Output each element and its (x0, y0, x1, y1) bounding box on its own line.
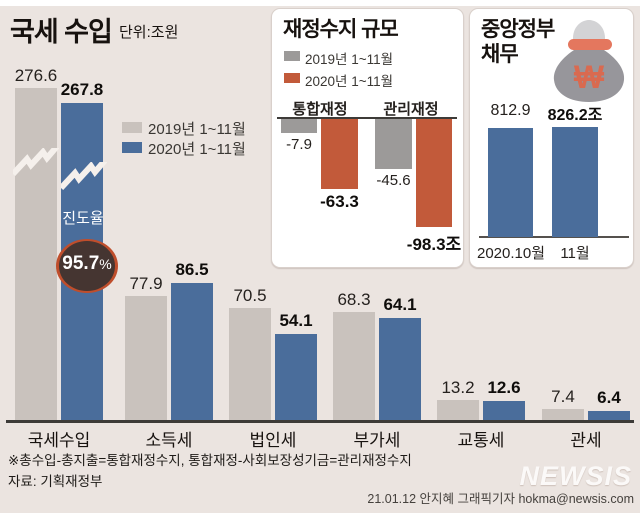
value-2019-법인세: 70.5 (233, 286, 267, 305)
main-axis-line (6, 420, 634, 423)
fiscal-legend-label-2019: 2019년 1~11월 (305, 52, 394, 67)
debt-bar-11월 (552, 127, 598, 237)
bar-2019-소득세 (125, 296, 167, 421)
source-label: 자료: 기획재정부 (8, 474, 103, 489)
bar-2019-법인세 (229, 308, 271, 421)
bar-2020-소득세 (171, 283, 213, 421)
value-2020-관세: 6.4 (597, 388, 621, 407)
debt-panel-title: 중앙정부 채무 (481, 17, 555, 67)
money-bag-icon: ₩ (553, 20, 625, 102)
category-label-법인세: 법인세 (249, 431, 297, 450)
fiscal-value-2019-통합재정: -7.9 (286, 136, 312, 153)
bar-2020-교통세 (483, 401, 525, 421)
fiscal-legend-swatch-2019 (284, 51, 300, 61)
fiscal-column-label-consolidated: 통합재정 (292, 101, 348, 118)
debt-value-2020.10월: 812.9 (490, 102, 531, 119)
debt-panel-title-line2: 채무 (481, 43, 519, 67)
bar-2019-교통세 (437, 400, 479, 421)
debt-x-label-november: 11월 (560, 245, 590, 262)
value-2019-국세수입: 276.6 (14, 66, 58, 85)
legend-label-2020: 2020년 1~11월 (148, 141, 246, 158)
value-2020-법인세: 54.1 (279, 311, 313, 330)
value-2019-소득세: 77.9 (129, 274, 163, 293)
category-label-교통세: 교통세 (457, 431, 505, 450)
fiscal-value-2020-통합재정: -63.3 (320, 192, 359, 211)
value-2020-소득세: 86.5 (175, 260, 209, 279)
bar-2020-부가세 (379, 318, 421, 421)
bar-2020-관세 (588, 411, 630, 421)
fiscal-legend-label-2020: 2020년 1~11월 (305, 74, 394, 89)
fiscal-bar-2020-관리재정 (416, 119, 452, 227)
fiscal-axis-line (277, 117, 457, 119)
value-2019-부가세: 68.3 (337, 290, 371, 309)
unit-label: 단위:조원 (119, 24, 179, 41)
newsis-logo: NEWSIS (519, 461, 632, 491)
fiscal-bar-2020-통합재정 (321, 119, 358, 189)
fiscal-legend-swatch-2020 (284, 73, 300, 83)
progress-badge-value: 95.7% (62, 253, 112, 274)
legend-label-2019: 2019년 1~11월 (148, 121, 246, 138)
debt-bar-2020.10월 (488, 128, 533, 237)
won-symbol: ₩ (574, 59, 605, 95)
legend-swatch-2020 (122, 142, 142, 153)
fiscal-value-2020-관리재정: -98.3조 (406, 235, 462, 254)
debt-value-11월: 826.2조 (547, 107, 603, 124)
fiscal-bar-2019-통합재정 (281, 119, 317, 133)
value-2020-교통세: 12.6 (487, 378, 521, 397)
percent-sign: % (99, 256, 112, 272)
category-label-소득세: 소득세 (145, 431, 193, 450)
debt-x-label-october: 2020.10월 (476, 245, 546, 262)
debt-panel-title-line1: 중앙정부 (481, 18, 555, 41)
value-2019-교통세: 13.2 (441, 378, 475, 397)
bar-2020-법인세 (275, 334, 317, 421)
category-label-부가세: 부가세 (353, 431, 401, 450)
footnote: ※총수입-총지출=통합재정수지, 통합재정-사회보장성기금=관리재정수지 (8, 453, 412, 468)
page-title: 국세 수입 (10, 17, 113, 47)
bar-2019-관세 (542, 409, 584, 421)
fiscal-value-2019-관리재정: -45.6 (376, 172, 411, 189)
axis-break-icon (13, 148, 59, 177)
value-2019-관세: 7.4 (551, 387, 575, 406)
bar-2019-부가세 (333, 312, 375, 421)
axis-break-icon (61, 162, 107, 191)
legend-swatch-2019 (122, 122, 142, 133)
top-border-strip (0, 0, 640, 6)
category-label-국세수입: 국세수입 (27, 431, 91, 450)
category-label-관세: 관세 (570, 431, 602, 450)
value-2020-부가세: 64.1 (383, 295, 417, 314)
fiscal-panel-title: 재정수지 규모 (283, 18, 399, 41)
progress-rate-label: 진도율 (62, 210, 104, 227)
bar-2019-국세수입 (15, 88, 57, 421)
fiscal-column-label-managed: 관리재정 (383, 101, 439, 118)
credit-line: 21.01.12 안지혜 그래픽기자 hokma@newsis.com (367, 492, 634, 506)
fiscal-bar-2019-관리재정 (375, 119, 412, 169)
progress-badge-circle (59, 241, 115, 291)
value-2020-국세수입: 267.8 (60, 80, 104, 99)
